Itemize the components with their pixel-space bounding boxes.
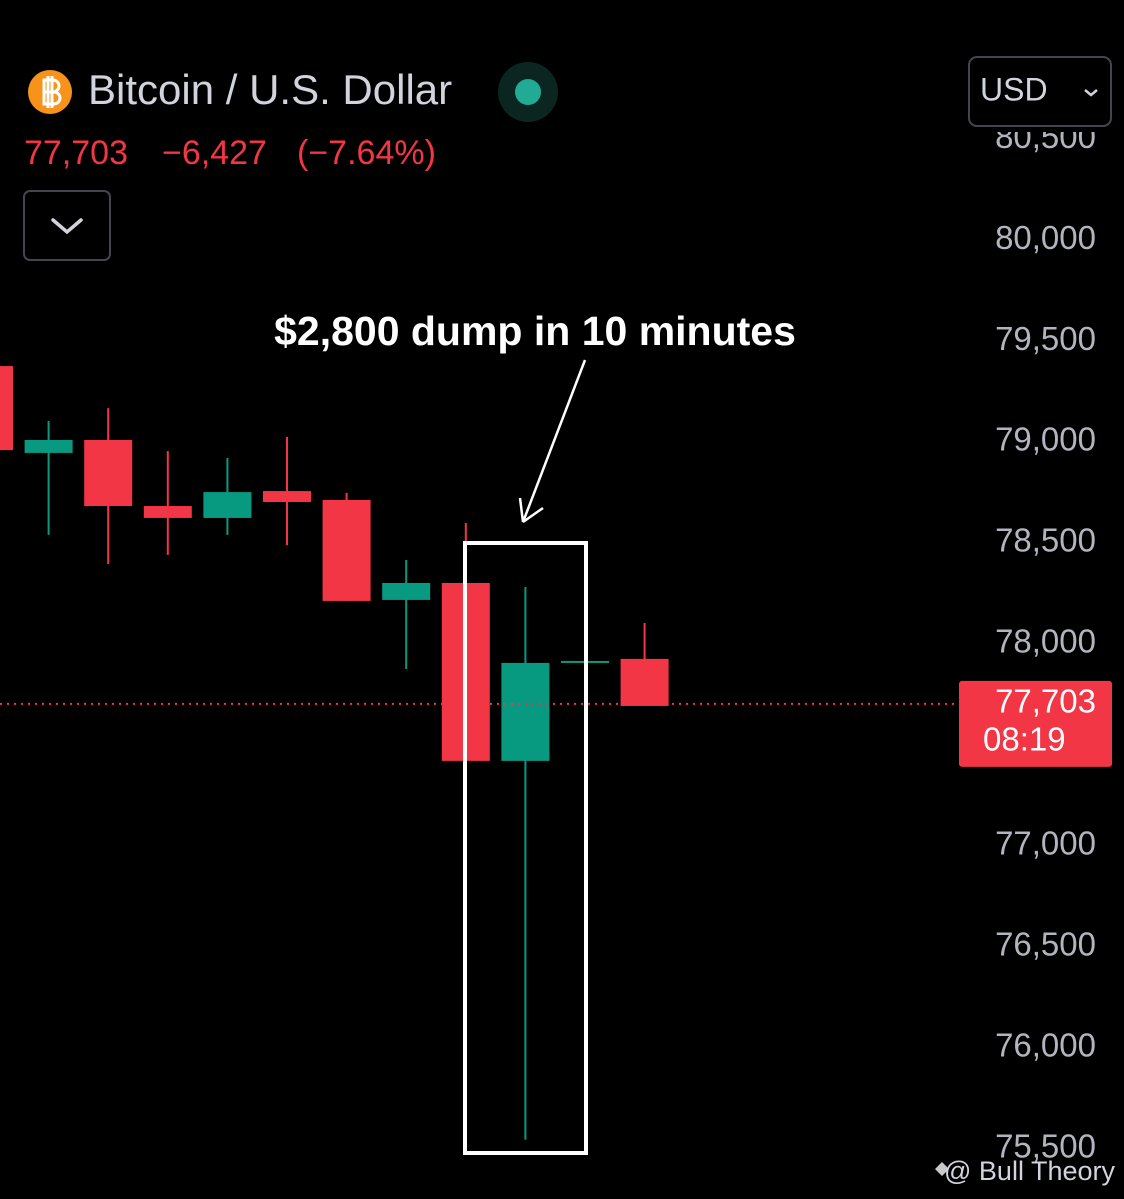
last-price-label: 77,703 — [995, 683, 1096, 720]
collapse-button[interactable] — [23, 190, 111, 261]
y-tick-label: 75,500 — [995, 1128, 1096, 1165]
candle-body — [84, 439, 133, 507]
highlight-box — [463, 541, 588, 1155]
watermark-icon — [935, 1162, 949, 1176]
annotation: $2,800 dump in 10 minutes — [274, 308, 796, 354]
y-tick-label: 76,500 — [995, 926, 1096, 963]
dropdown-icon — [1084, 89, 1098, 97]
market-status — [515, 79, 541, 105]
y-axis: 75,50076,00076,50077,00077,50078,00078,5… — [995, 118, 1096, 1165]
candle-body — [24, 439, 73, 453]
bitcoin-logo-mark — [42, 76, 62, 108]
plot-area — [0, 366, 955, 1140]
y-tick-label: 77,000 — [995, 825, 1096, 862]
y-tick-label: 79,500 — [995, 320, 1096, 357]
chevron-icon — [51, 218, 83, 235]
header-change-percent: (−7.64%) — [297, 134, 436, 172]
candle-body — [143, 506, 192, 518]
candle-body — [382, 582, 431, 600]
candle-body — [0, 366, 13, 451]
candle-body — [322, 499, 371, 601]
y-tick-label: 80,500 — [995, 118, 1096, 155]
y-tick-label: 79,000 — [995, 421, 1096, 458]
header-change: −6,427 — [162, 134, 267, 172]
candle-body — [263, 491, 311, 502]
symbol-title: Bitcoin / U.S. Dollar — [88, 66, 452, 113]
candle-body — [203, 492, 252, 518]
watermark: @ Bull Theory — [944, 1156, 1115, 1186]
y-tick-label: 78,500 — [995, 522, 1096, 559]
y-tick-label: 76,000 — [995, 1027, 1096, 1064]
candle-body — [620, 658, 669, 706]
currency-label: USD — [980, 71, 1048, 107]
y-tick-label: 80,000 — [995, 219, 1096, 256]
header-price: 77,703 — [24, 134, 128, 172]
candle-body — [501, 662, 550, 761]
countdown-label: 08:19 — [983, 721, 1066, 758]
annotation-arrow — [518, 359, 587, 524]
currency-select[interactable] — [968, 56, 1112, 127]
last-price-badge — [959, 680, 1112, 767]
y-tick-label: 78,000 — [995, 623, 1096, 660]
